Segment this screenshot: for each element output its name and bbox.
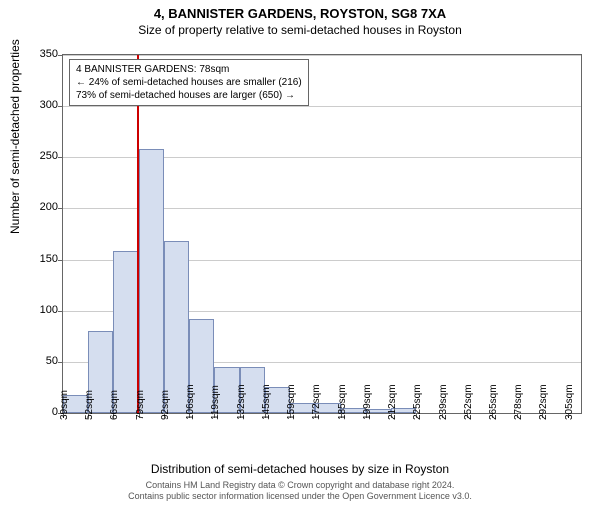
xtick-label: 252sqm	[463, 384, 474, 420]
footer-attribution: Contains HM Land Registry data © Crown c…	[0, 480, 600, 502]
xtick-label: 132sqm	[236, 384, 247, 420]
ytick-label: 0	[28, 406, 58, 418]
annotation-line: 73% of semi-detached houses are larger (…	[76, 89, 302, 102]
marker-line	[137, 55, 139, 413]
annotation-line: ← 24% of semi-detached houses are smalle…	[76, 76, 302, 89]
histogram-bar	[113, 251, 138, 413]
xtick-label: 172sqm	[311, 384, 322, 420]
x-axis-label: Distribution of semi-detached houses by …	[0, 462, 600, 476]
ytick-mark	[58, 311, 63, 312]
xtick-label: 92sqm	[160, 390, 171, 420]
xtick-label: 145sqm	[261, 384, 272, 420]
xtick-label: 239sqm	[438, 384, 449, 420]
annotation-box: 4 BANNISTER GARDENS: 78sqm← 24% of semi-…	[69, 59, 309, 106]
xtick-label: 292sqm	[538, 384, 549, 420]
grid-line	[63, 106, 581, 107]
xtick-label: 66sqm	[109, 390, 120, 420]
xtick-label: 52sqm	[84, 390, 95, 420]
xtick-label: 305sqm	[564, 384, 575, 420]
ytick-label: 250	[28, 150, 58, 162]
ytick-mark	[58, 55, 63, 56]
ytick-label: 300	[28, 99, 58, 111]
xtick-label: 265sqm	[488, 384, 499, 420]
ytick-label: 150	[28, 253, 58, 265]
ytick-label: 350	[28, 48, 58, 60]
ytick-mark	[58, 208, 63, 209]
chart-title: 4, BANNISTER GARDENS, ROYSTON, SG8 7XA	[0, 6, 600, 21]
histogram-bar	[139, 149, 164, 413]
chart-subtitle: Size of property relative to semi-detach…	[0, 23, 600, 37]
ytick-mark	[58, 260, 63, 261]
xtick-label: 278sqm	[513, 384, 524, 420]
xtick-label: 212sqm	[387, 384, 398, 420]
chart-container: 4, BANNISTER GARDENS, ROYSTON, SG8 7XA S…	[0, 6, 600, 506]
xtick-label: 39sqm	[59, 390, 70, 420]
xtick-label: 159sqm	[286, 384, 297, 420]
xtick-label: 119sqm	[210, 385, 221, 420]
y-axis-label: Number of semi-detached properties	[8, 39, 22, 234]
ytick-label: 100	[28, 304, 58, 316]
footer-line-2: Contains public sector information licen…	[0, 491, 600, 502]
xtick-label: 185sqm	[337, 384, 348, 420]
plot-area: 4 BANNISTER GARDENS: 78sqm← 24% of semi-…	[62, 54, 582, 414]
footer-line-1: Contains HM Land Registry data © Crown c…	[0, 480, 600, 491]
ytick-mark	[58, 106, 63, 107]
xtick-label: 225sqm	[412, 384, 423, 420]
grid-line	[63, 55, 581, 56]
ytick-label: 50	[28, 355, 58, 367]
annotation-line: 4 BANNISTER GARDENS: 78sqm	[76, 63, 302, 76]
xtick-label: 79sqm	[135, 390, 146, 420]
xtick-label: 106sqm	[185, 384, 196, 420]
ytick-mark	[58, 157, 63, 158]
xtick-label: 199sqm	[362, 384, 373, 420]
ytick-mark	[58, 362, 63, 363]
ytick-label: 200	[28, 201, 58, 213]
